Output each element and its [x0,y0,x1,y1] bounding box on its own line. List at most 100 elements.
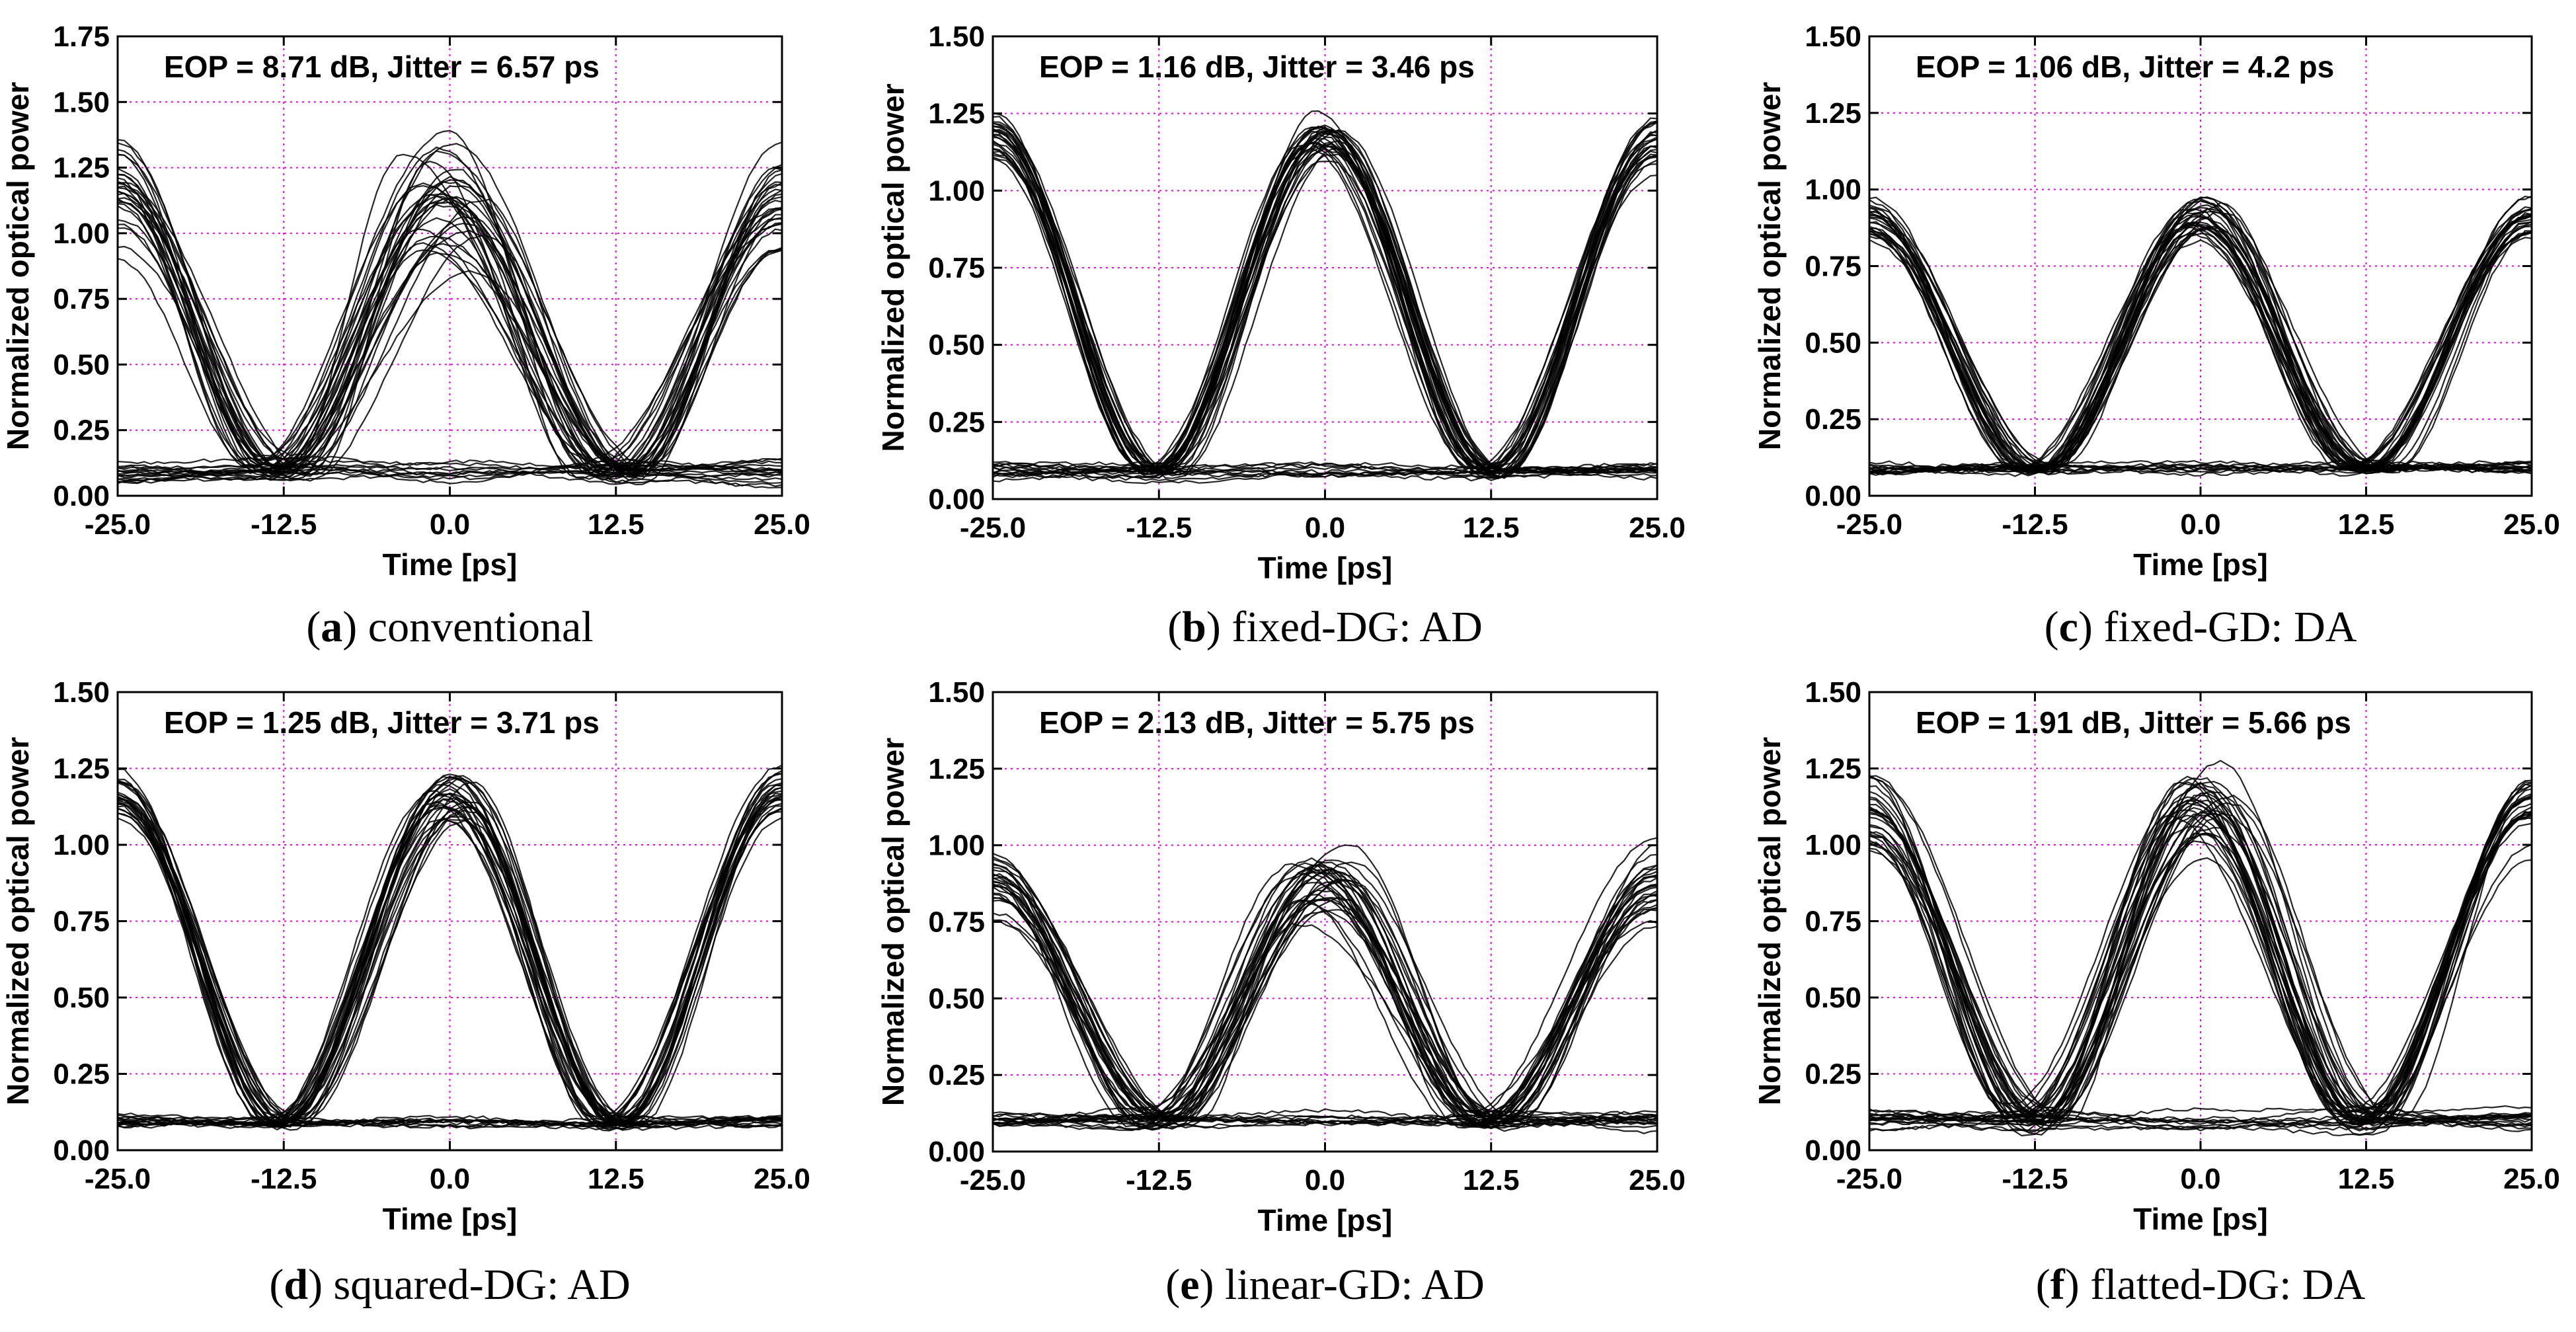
eye-trace [118,182,782,485]
eye-trace [1869,802,2532,1125]
eye-trace [1869,1108,2532,1131]
y-tick-label: 0.75 [928,252,985,284]
y-tick-label: 0.50 [53,348,110,381]
eye-trace [993,130,1657,476]
panel-c: 0.00 0.25 0.50 0.75 1.00 1.25 1.50 -25.0 -12.5 0.… [1752,20,2560,651]
x-tick-label: 12.5 [588,1163,644,1195]
grid-lines [118,692,782,1150]
eye-trace [1869,210,2532,473]
x-axis-label: Time [ps] [1258,551,1393,585]
x-tick-label: -12.5 [251,508,317,541]
caption-text: ) fixed-GD: DA [2078,603,2357,651]
eye-trace [1869,786,2532,1122]
eye-trace [118,185,782,485]
caption-letter: d [284,1261,308,1309]
y-tick-label: 0.00 [53,480,110,512]
y-tick-label: 1.75 [53,20,110,53]
y-tick-label: 1.00 [53,829,110,861]
eye-trace [118,201,782,484]
y-tick-label: 0.50 [1805,982,1861,1014]
eye-trace [1869,206,2532,471]
x-tick-label: 12.5 [2338,508,2395,541]
y-axis-label: Normalized optical power [876,83,910,451]
x-tick-label: 0.0 [1305,512,1345,544]
y-tick-label: 1.25 [1805,753,1861,785]
x-axis-label: Time [ps] [2133,547,2268,582]
eye-trace [993,863,1657,1126]
eye-trace [993,896,1657,1128]
eye-traces [993,110,1657,485]
eop-jitter-annotation: EOP = 1.16 dB, Jitter = 3.46 ps [1039,50,1475,84]
panel-caption: (f) flatted-DG: DA [2036,1261,2366,1309]
x-tick-label: 25.0 [754,508,810,541]
eye-trace [118,149,782,463]
eye-trace [993,128,1657,475]
x-tick-label: -12.5 [2002,508,2068,541]
caption-letter: c [2059,603,2078,651]
y-tick-label: 0.25 [1805,403,1861,436]
y-tick-label: 0.50 [928,982,985,1015]
eye-trace [993,837,1657,1130]
x-tick-label: 25.0 [2503,508,2560,541]
eye-trace [118,146,782,478]
x-tick-label: 0.0 [430,508,470,541]
eye-trace [993,867,1657,1122]
y-tick-label: 1.25 [928,98,985,130]
y-tick-label: 0.00 [53,1134,110,1167]
panel-d: 0.00 0.25 0.50 0.75 1.00 1.25 1.50 -25.0 -12.5 0.… [1,676,810,1309]
eye-trace [118,1120,782,1130]
caption-letter: a [321,603,342,651]
panel-caption: (c) fixed-GD: DA [2045,603,2357,651]
eye-trace [118,775,782,1128]
y-tick-label: 0.75 [1805,251,1861,283]
eye-trace [993,864,1657,1126]
eye-trace [118,169,782,486]
eye-traces [118,764,782,1132]
caption-open-paren: ( [269,1261,284,1309]
eye-trace [1869,213,2532,475]
panel-caption: (a) conventional [306,603,593,651]
x-tick-label: -25.0 [1836,1163,1902,1195]
y-tick-label: 0.00 [928,483,985,516]
eye-trace [118,778,782,1124]
y-tick-label: 1.50 [928,676,985,709]
eye-trace [118,153,782,481]
caption-letter: f [2050,1261,2066,1309]
x-tick-label: -25.0 [960,512,1026,544]
caption-open-paren: ( [1165,1261,1180,1309]
eye-trace [1869,803,2532,1133]
eye-trace [118,168,782,481]
eye-trace [118,470,782,482]
y-tick-label: 0.25 [1805,1058,1861,1091]
x-tick-label: 0.0 [2180,508,2220,541]
grid-lines [993,692,1657,1152]
eye-trace [118,177,782,476]
eye-traces [1869,195,2532,477]
x-axis-label: Time [ps] [1258,1203,1393,1237]
y-tick-label: 1.00 [1805,174,1861,206]
y-tick-label: 0.75 [1805,906,1861,938]
caption-text: ) linear-GD: AD [1200,1261,1485,1309]
eye-trace [993,138,1657,474]
y-axis-label: Normalized optical power [1752,737,1787,1105]
y-tick-label: 0.50 [53,982,110,1014]
grid-lines [1869,692,2532,1150]
eye-trace [118,187,782,477]
y-tick-label: 1.00 [928,830,985,862]
caption-text: ) flatted-DG: DA [2065,1261,2366,1309]
eye-trace [993,122,1657,471]
eye-trace [1869,1112,2532,1132]
eye-traces [118,130,782,489]
y-axis-label: Normalized optical power [1,737,35,1105]
panel-caption: (d) squared-DG: AD [269,1261,630,1309]
eye-trace [993,469,1657,485]
eye-trace [993,128,1657,479]
y-tick-label: 1.00 [53,217,110,250]
eye-trace [118,796,782,1128]
eye-trace [1869,204,2532,473]
panel-e: 0.00 0.25 0.50 0.75 1.00 1.25 1.50 -25.0 -12.5 0.… [876,676,1686,1309]
eye-trace [118,1117,782,1127]
eye-trace [118,199,782,487]
eye-trace [118,141,782,480]
